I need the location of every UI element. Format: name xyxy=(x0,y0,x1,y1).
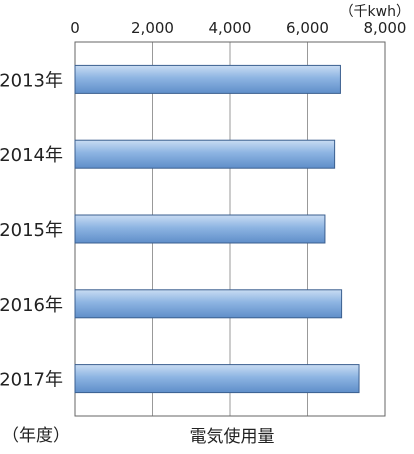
category-label: 2016年 xyxy=(0,295,63,316)
x-axis-label: 電気使用量 xyxy=(190,426,275,447)
x-tick-label: 2,000 xyxy=(131,19,174,37)
y-axis-label: （年度） xyxy=(2,426,70,446)
bars-group xyxy=(74,64,360,394)
category-label: 2017年 xyxy=(0,370,63,391)
category-label: 2013年 xyxy=(0,70,63,91)
x-tick-label: 8,000 xyxy=(364,19,407,37)
bar xyxy=(74,214,326,244)
x-tick-label: 0 xyxy=(70,19,80,37)
category-label: 2014年 xyxy=(0,145,63,166)
bar xyxy=(74,364,360,394)
category-labels: 2013年 2014年 2015年 2016年 2017年 xyxy=(0,70,63,390)
x-tick-label: 6,000 xyxy=(286,19,329,37)
unit-label: （千kwh） xyxy=(340,4,410,20)
x-axis-ticks: 0 2,000 4,000 6,000 8,000 xyxy=(70,19,406,37)
bar xyxy=(74,64,341,94)
bar xyxy=(74,139,336,169)
x-tick-label: 4,000 xyxy=(209,19,252,37)
category-label: 2015年 xyxy=(0,220,63,241)
bar xyxy=(74,289,343,319)
